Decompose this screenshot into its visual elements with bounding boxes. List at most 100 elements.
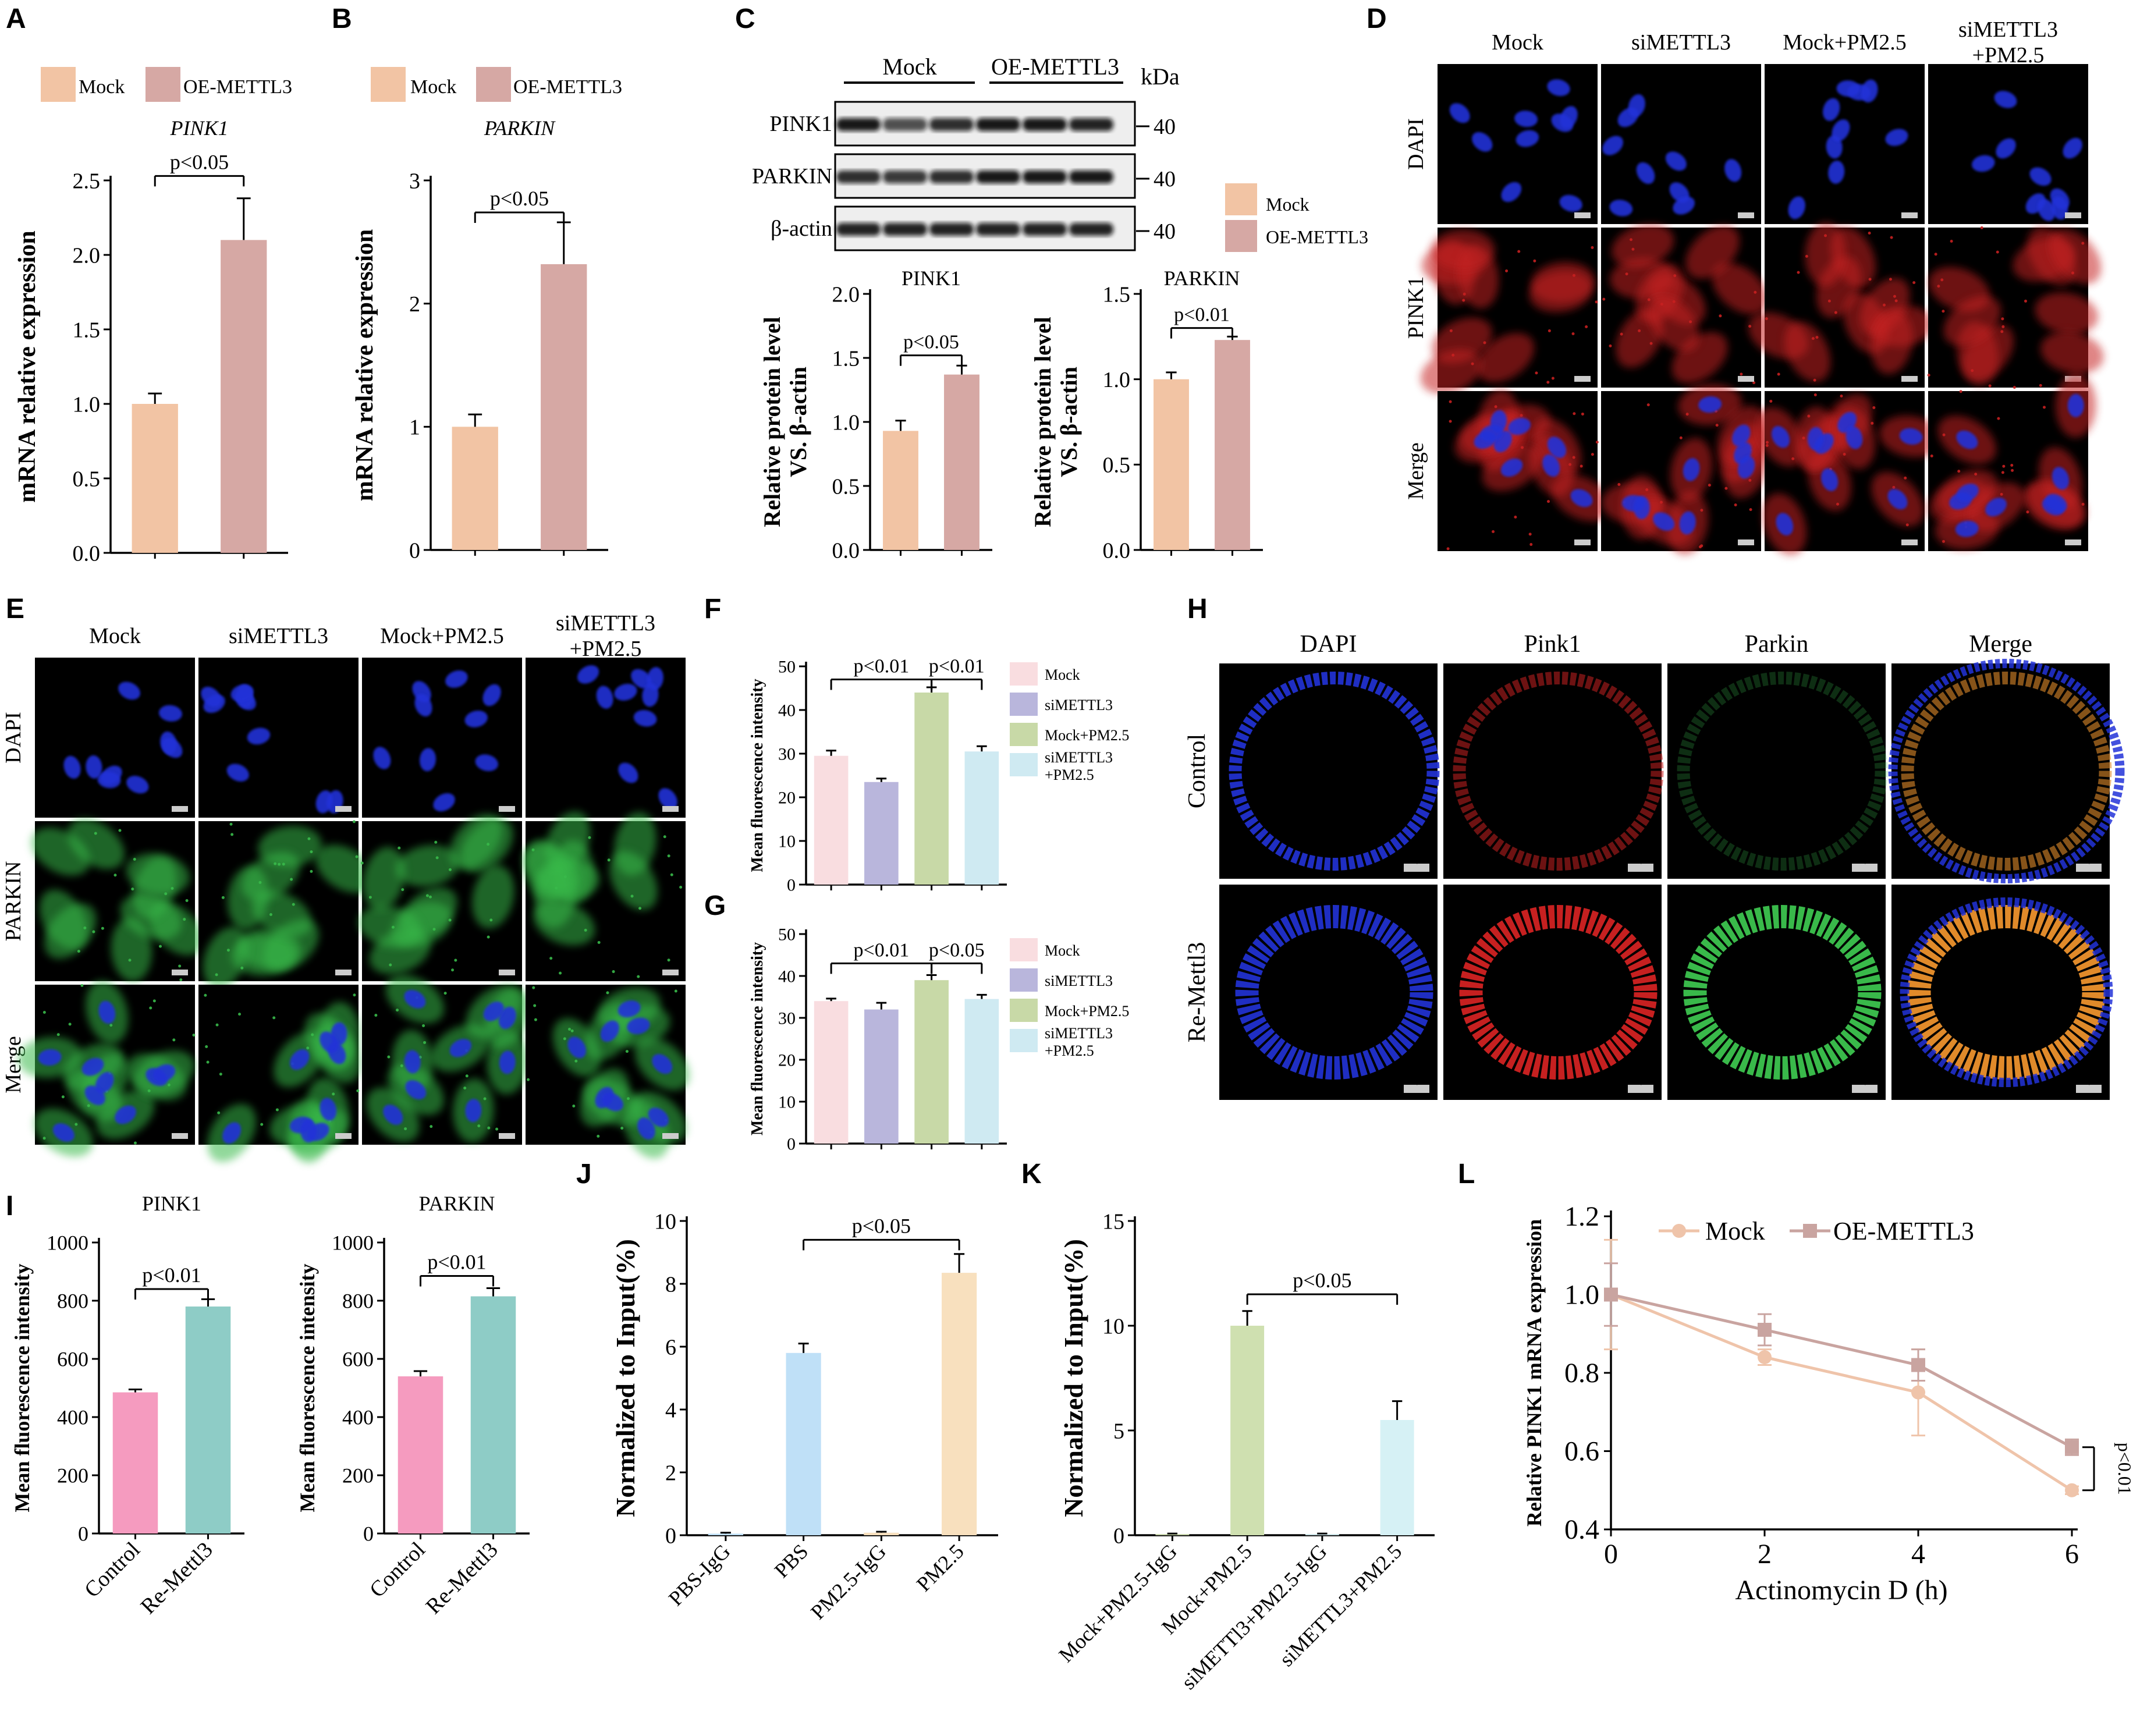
scale-bar xyxy=(1574,539,1591,545)
scale-bar xyxy=(335,970,352,975)
nucleus xyxy=(567,1036,587,1059)
legend-label-mock: Mock xyxy=(410,76,456,98)
panel-label-b: B xyxy=(332,3,352,34)
puncta xyxy=(1520,414,1523,417)
y-axis-label: Mean fluorescence intensity xyxy=(748,679,766,872)
bar xyxy=(883,431,918,550)
puncta xyxy=(2071,271,2074,275)
bar xyxy=(1305,1534,1339,1535)
puncta xyxy=(679,886,683,889)
micro-row-label: PARKIN xyxy=(1,861,26,942)
micro-row-label: Control xyxy=(1184,734,1211,808)
puncta xyxy=(1708,484,1711,487)
puncta xyxy=(1889,278,1892,281)
puncta xyxy=(612,970,615,974)
cell-body xyxy=(31,828,90,876)
nucleus xyxy=(631,669,652,689)
scale-bar xyxy=(335,806,352,812)
nucleus xyxy=(648,1107,669,1127)
puncta xyxy=(275,1108,279,1112)
nucleus xyxy=(1956,430,1978,449)
puncta xyxy=(451,968,455,972)
puncta xyxy=(1942,539,1946,543)
puncta xyxy=(1471,362,1474,365)
scale-bar xyxy=(1574,212,1591,218)
chart-f: 0 10 20 30 40 50 p<0.01 p<0.01 Mean fluorescence… xyxy=(748,656,1007,895)
x-tick-label: 0 xyxy=(1604,1539,1618,1570)
nucleus xyxy=(1832,119,1850,141)
panel-label-c: C xyxy=(735,3,755,34)
puncta xyxy=(1797,271,1800,274)
puncta xyxy=(465,1074,469,1078)
puncta xyxy=(1813,378,1816,382)
y-tick-label: 30 xyxy=(778,1009,796,1028)
nucleus xyxy=(1542,454,1560,477)
puncta xyxy=(495,1127,499,1131)
puncta xyxy=(1715,424,1719,427)
puncta xyxy=(1957,470,1961,473)
micro-tile xyxy=(198,658,359,818)
puncta xyxy=(1971,369,1974,372)
puncta xyxy=(1959,390,1962,393)
chart-c-pink1: 0.0 0.5 1.0 1.5 2.0 p<0.05 PINK1 Relative prote… xyxy=(759,267,992,563)
puncta xyxy=(1602,297,1606,301)
y-axis-label: Relative protein level xyxy=(759,317,785,527)
y-tick-label: 600 xyxy=(57,1348,88,1371)
nucleus xyxy=(1899,428,1923,445)
puncta xyxy=(1595,441,1599,444)
puncta xyxy=(61,1095,65,1099)
scale-bar xyxy=(1901,212,1918,218)
nucleus xyxy=(1480,424,1503,442)
legend-label: siMETTL3 xyxy=(1045,749,1113,766)
puncta xyxy=(454,958,457,962)
cell-body xyxy=(1612,224,1674,268)
puncta xyxy=(217,1111,221,1114)
scale-label: 20 μm xyxy=(1409,858,1424,864)
nucleus xyxy=(404,1050,421,1074)
puncta xyxy=(1996,250,1999,254)
puncta xyxy=(356,1089,360,1092)
nucleus xyxy=(1836,80,1860,97)
tissue-ring-outer xyxy=(1900,897,2113,1087)
blot-row-label: PARKIN xyxy=(752,164,832,189)
puncta xyxy=(278,862,281,866)
microscopy-d: Mock siMETTL3 Mock+PM2.5siMETTL3+PM2.5DAPI… xyxy=(1404,17,2104,555)
puncta xyxy=(1834,311,1837,314)
puncta xyxy=(1483,341,1486,345)
micro-col-label: +PM2.5 xyxy=(570,637,642,661)
sig-label: p<0.01 xyxy=(142,1263,201,1287)
puncta xyxy=(625,1050,629,1053)
nucleus xyxy=(162,738,183,758)
puncta xyxy=(1595,300,1598,304)
chart-title: PARKIN xyxy=(1164,267,1240,290)
nucleus xyxy=(1636,162,1655,184)
nucleus xyxy=(1516,130,1539,147)
puncta xyxy=(56,1033,60,1036)
puncta xyxy=(1617,482,1621,486)
y-tick-label: 1.5 xyxy=(73,318,101,342)
cell-body xyxy=(1712,262,1768,315)
legend-a: Mock OE-METTL3 xyxy=(41,67,292,102)
scale-bar xyxy=(1738,212,1754,218)
puncta xyxy=(360,861,364,865)
puncta xyxy=(352,820,356,823)
puncta xyxy=(185,899,189,903)
scale-bar xyxy=(1574,376,1591,382)
legend-label: Mock xyxy=(1045,942,1080,959)
puncta xyxy=(183,918,186,921)
legend-marker xyxy=(1672,1224,1686,1238)
tissue-ring xyxy=(1907,905,2106,1080)
puncta xyxy=(1551,377,1555,380)
puncta xyxy=(588,836,591,839)
puncta xyxy=(1463,292,1466,296)
nucleus xyxy=(1628,94,1645,118)
nucleus xyxy=(1828,160,1845,184)
nucleus xyxy=(642,683,659,707)
panel-label-d: D xyxy=(1367,3,1387,34)
bar xyxy=(1230,1326,1265,1535)
cell-body xyxy=(2040,331,2104,374)
puncta xyxy=(1811,337,1815,340)
cell-body xyxy=(315,844,375,893)
